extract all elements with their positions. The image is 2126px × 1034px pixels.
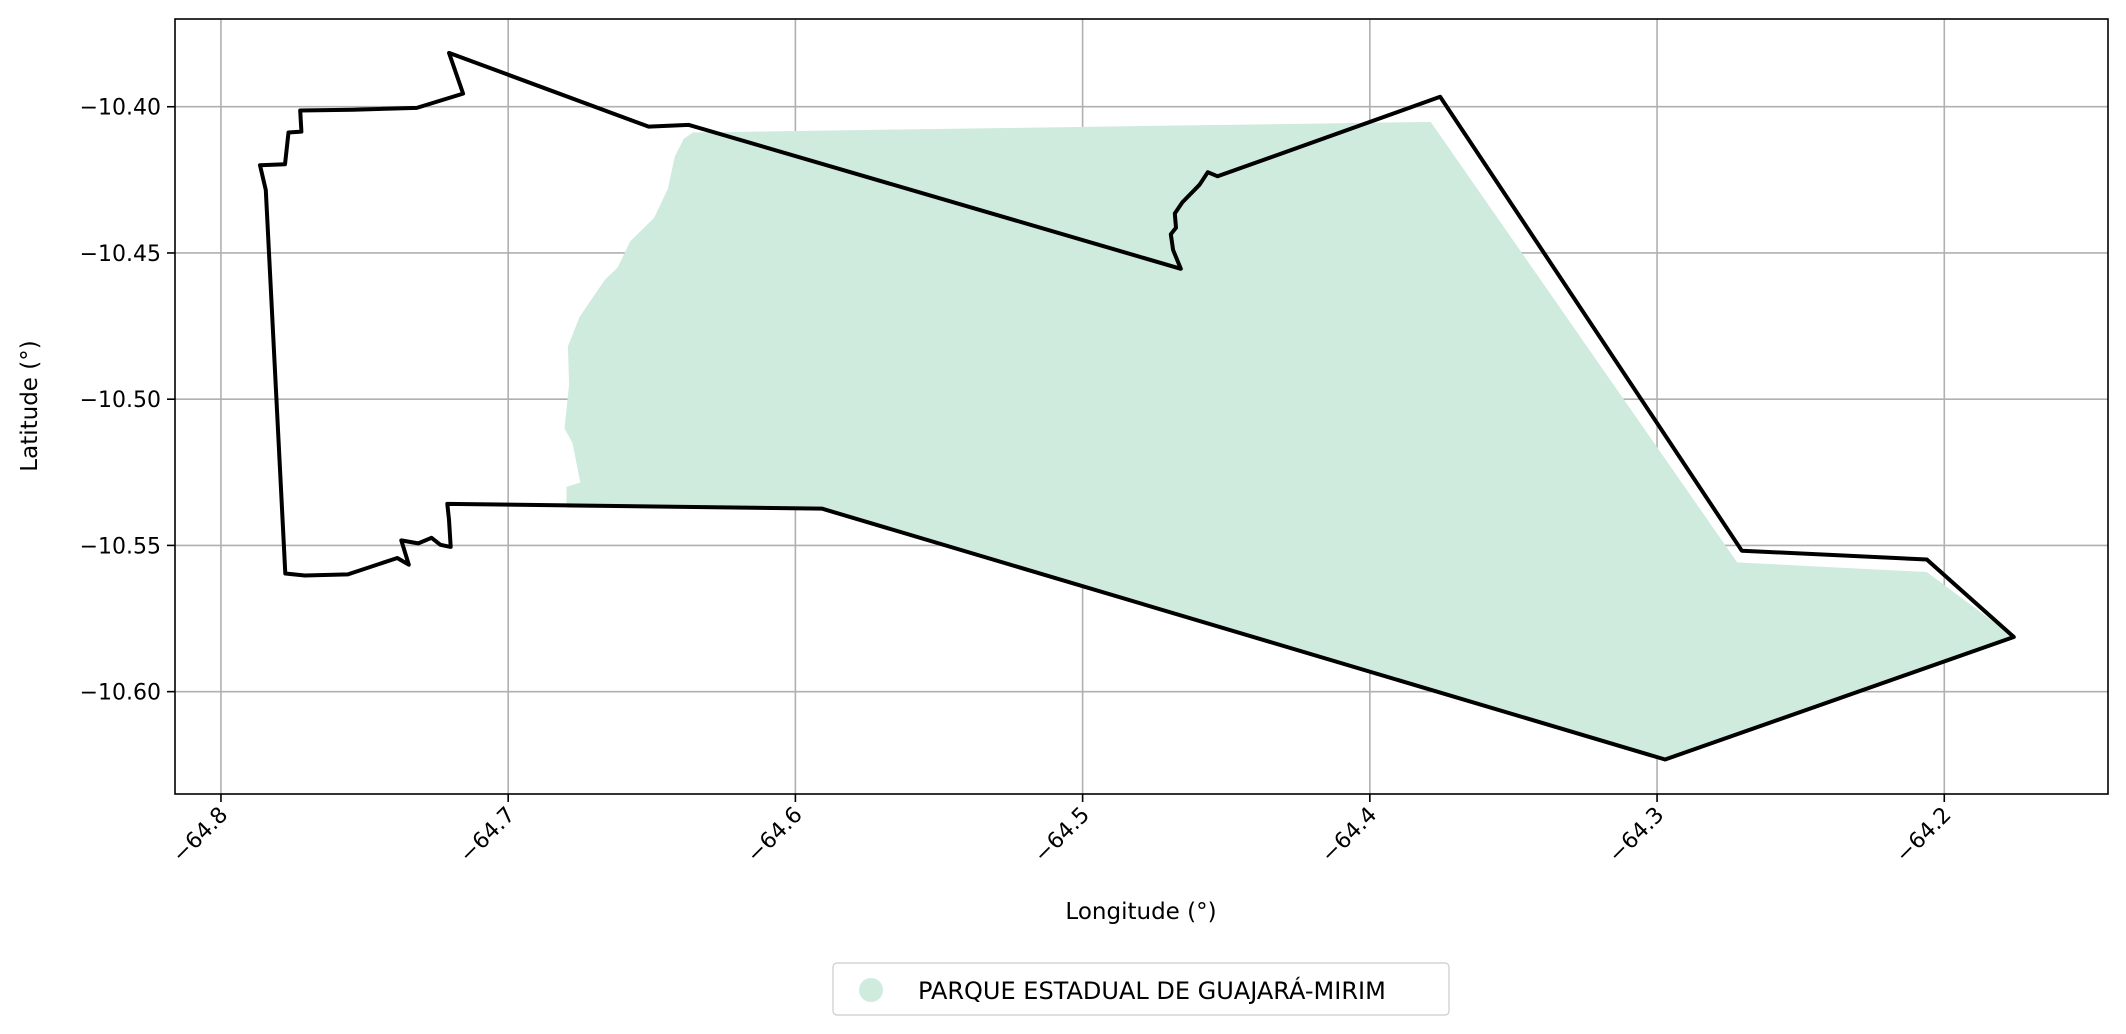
legend-marker <box>859 978 883 1002</box>
legend: PARQUE ESTADUAL DE GUAJARÁ-MIRIM <box>832 962 1450 1016</box>
y-axis-label: Latitude (°) <box>17 340 43 471</box>
park-area-layer <box>564 121 2014 760</box>
y-tick-label-2: −10.50 <box>80 388 161 413</box>
y-tick-label-4: −10.60 <box>80 681 161 706</box>
y-axis-ticks: −10.40 −10.45 −10.50 −10.55 −10.60 <box>80 96 175 706</box>
y-tick-label-0: −10.40 <box>80 96 161 121</box>
y-tick-label-3: −10.55 <box>80 534 161 559</box>
legend-frame <box>832 962 1450 1016</box>
boundary-outline-path <box>258 50 2016 762</box>
y-tick-label-1: −10.45 <box>80 242 161 267</box>
plot-frame <box>174 18 2109 795</box>
x-axis-label: Longitude (°) <box>1065 899 1216 925</box>
legend-label: PARQUE ESTADUAL DE GUAJARÁ-MIRIM <box>918 976 1386 1005</box>
boundary-outline-layer <box>258 50 2016 762</box>
park-area-polygon <box>564 121 2014 760</box>
